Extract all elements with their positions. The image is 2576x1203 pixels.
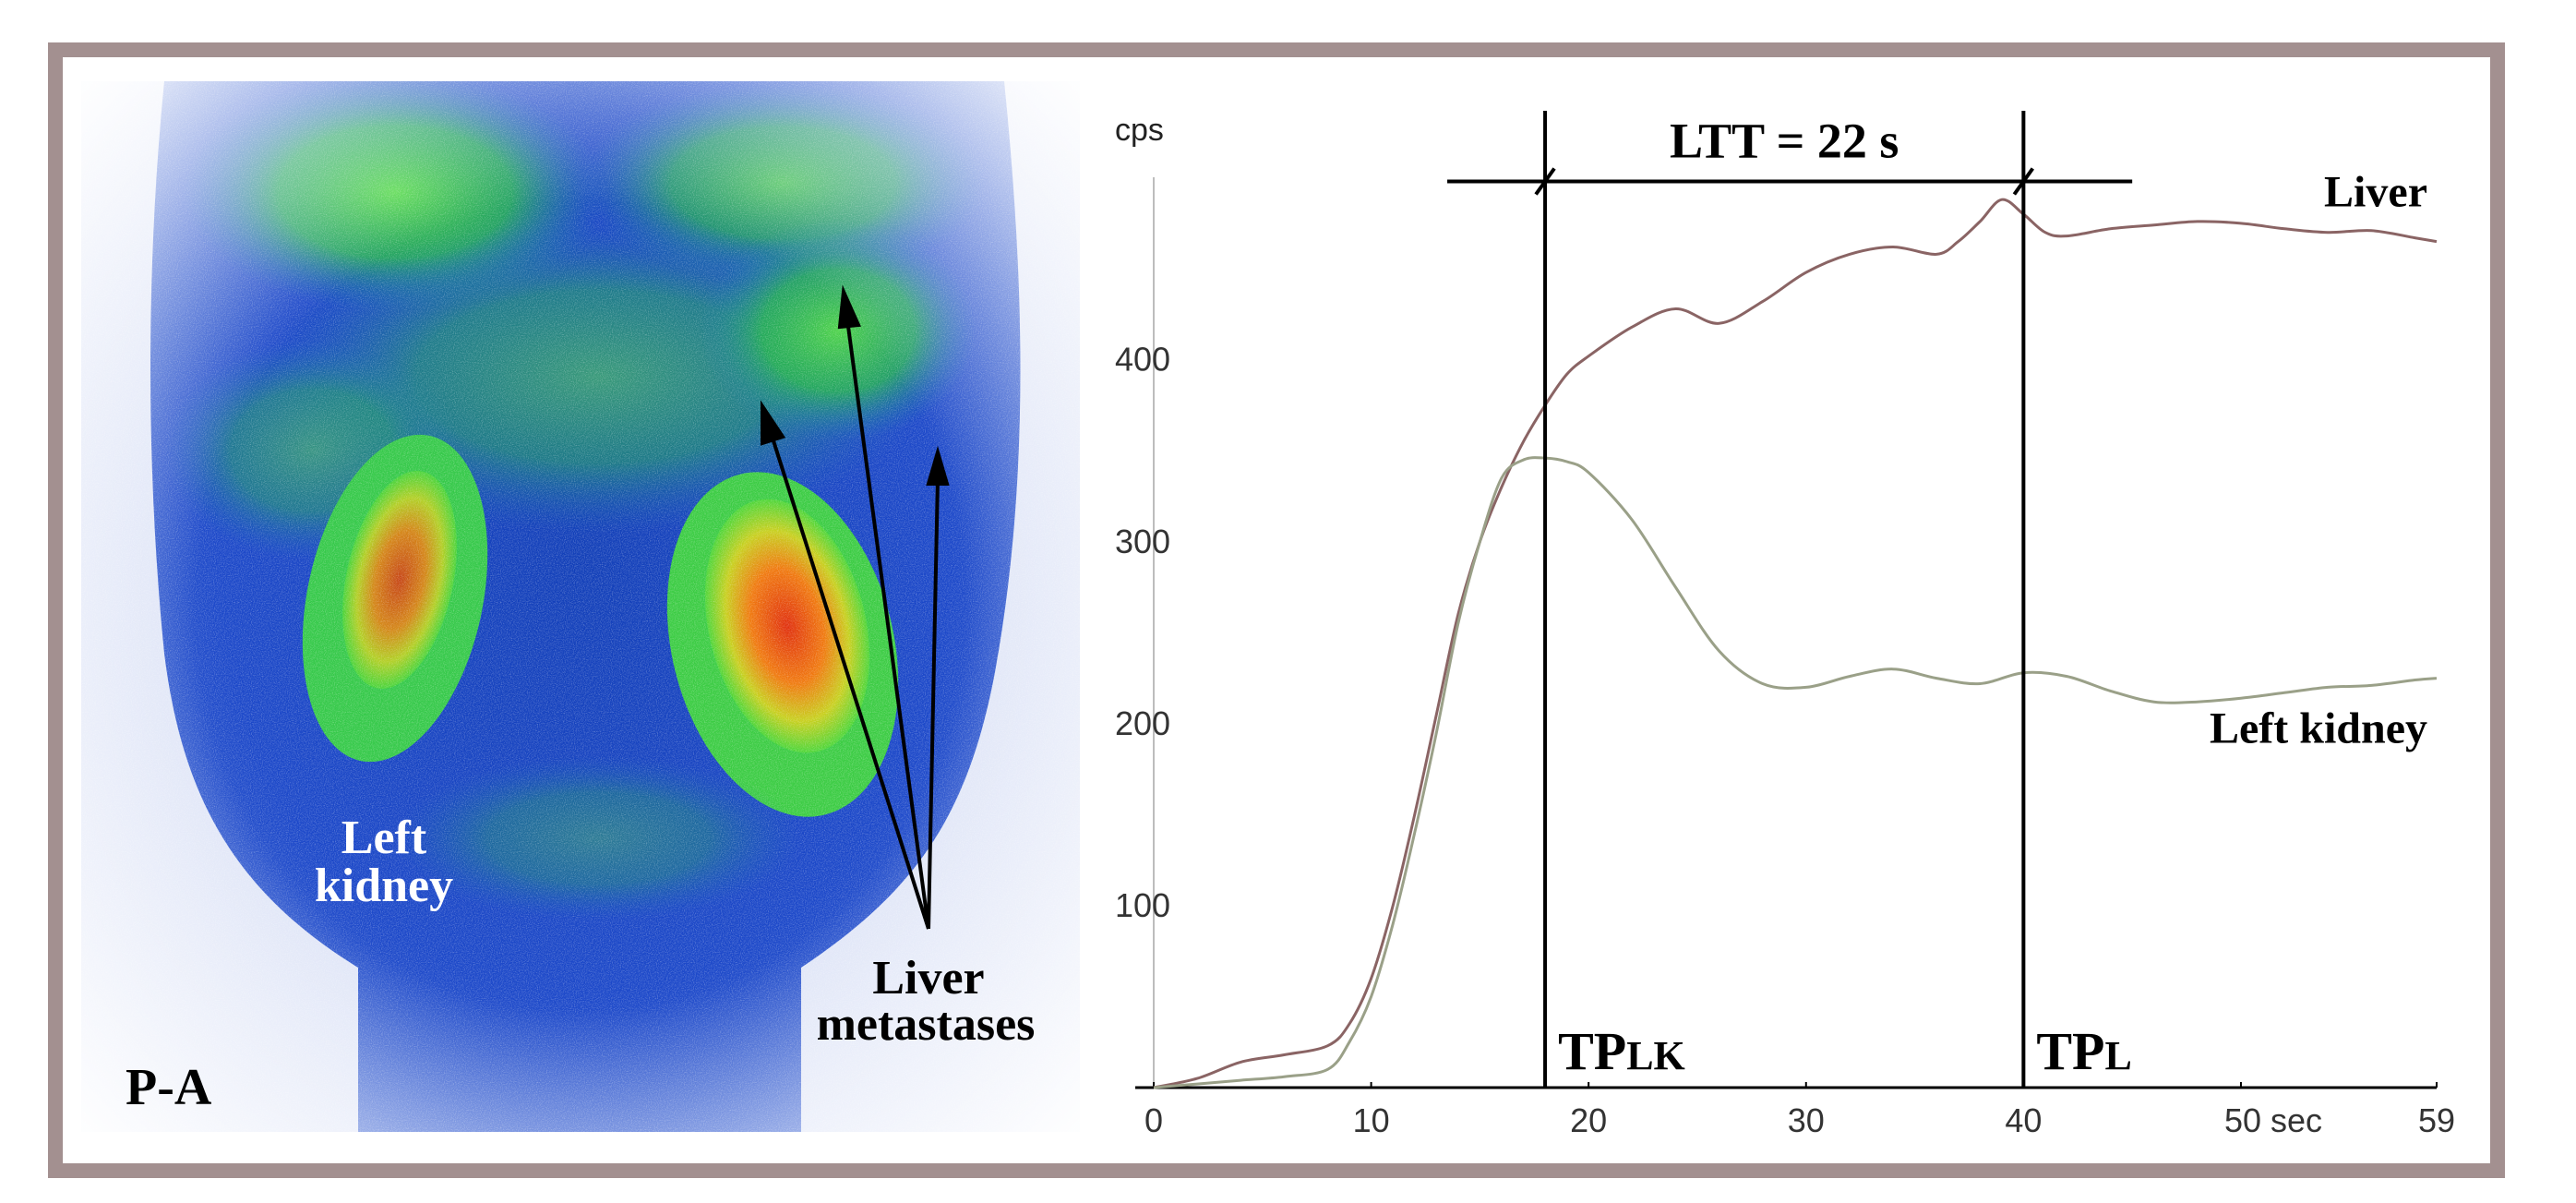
x-tick-label: 59 xyxy=(2418,1101,2455,1139)
y-tick-label: 400 xyxy=(1115,341,1170,379)
x-tick-label: 20 xyxy=(1570,1101,1607,1139)
annotation-layer: TPLK TPL LTT = 22 s xyxy=(1447,111,2133,1088)
x-tick-label: 30 xyxy=(1788,1101,1825,1139)
y-axis-label: cps xyxy=(1115,113,1164,148)
series-line-liver xyxy=(1153,198,2438,1089)
metastases-label-line2: metastases xyxy=(817,998,1036,1051)
interval-label: LTT = 22 s xyxy=(1670,114,1899,169)
series-layer: Liver Left kidney xyxy=(1153,168,2438,1089)
kidney-label-line2: kidney xyxy=(315,860,453,912)
time-marker-label: TPL xyxy=(2036,1021,2131,1081)
scintigraphy-image: Left kidney Liver metastases P-A xyxy=(81,81,1080,1132)
series-label-liver: Liver xyxy=(2324,168,2427,217)
kidney-label-line1: Left xyxy=(341,812,427,864)
chart-svg: cps 100 200 300 400 0 10 20 30 40 50 sec 59 Liver Le… xyxy=(1115,111,2455,1139)
x-tick-label: 0 xyxy=(1144,1101,1163,1139)
y-tick-label: 100 xyxy=(1115,886,1170,924)
scan-graphic: Left kidney Liver metastases P-A xyxy=(81,81,1080,1132)
view-label: P-A xyxy=(126,1059,212,1116)
metastasis-arrows xyxy=(761,284,950,930)
chart-axes: cps 100 200 300 400 0 10 20 30 40 50 sec 59 xyxy=(1115,113,2455,1139)
interval-tick xyxy=(1534,167,1556,196)
metastases-label-line1: Liver xyxy=(872,952,984,1005)
figure-frame: Left kidney Liver metastases P-A cps 100 2… xyxy=(48,42,2505,1178)
interval-tick xyxy=(2012,167,2035,196)
y-tick-label: 300 xyxy=(1115,523,1170,560)
series-line-left-kidney xyxy=(1153,456,2438,1089)
x-tick-label: 10 xyxy=(1353,1101,1390,1139)
time-activity-chart: cps 100 200 300 400 0 10 20 30 40 50 sec 59 Liver Le… xyxy=(1096,57,2490,1163)
time-marker-label: TPLK xyxy=(1558,1021,1685,1081)
y-tick-label: 200 xyxy=(1115,704,1170,742)
x-tick-label: 50 sec xyxy=(2224,1101,2322,1139)
series-label-left-kidney: Left kidney xyxy=(2210,704,2427,753)
x-tick-label: 40 xyxy=(2005,1101,2042,1139)
